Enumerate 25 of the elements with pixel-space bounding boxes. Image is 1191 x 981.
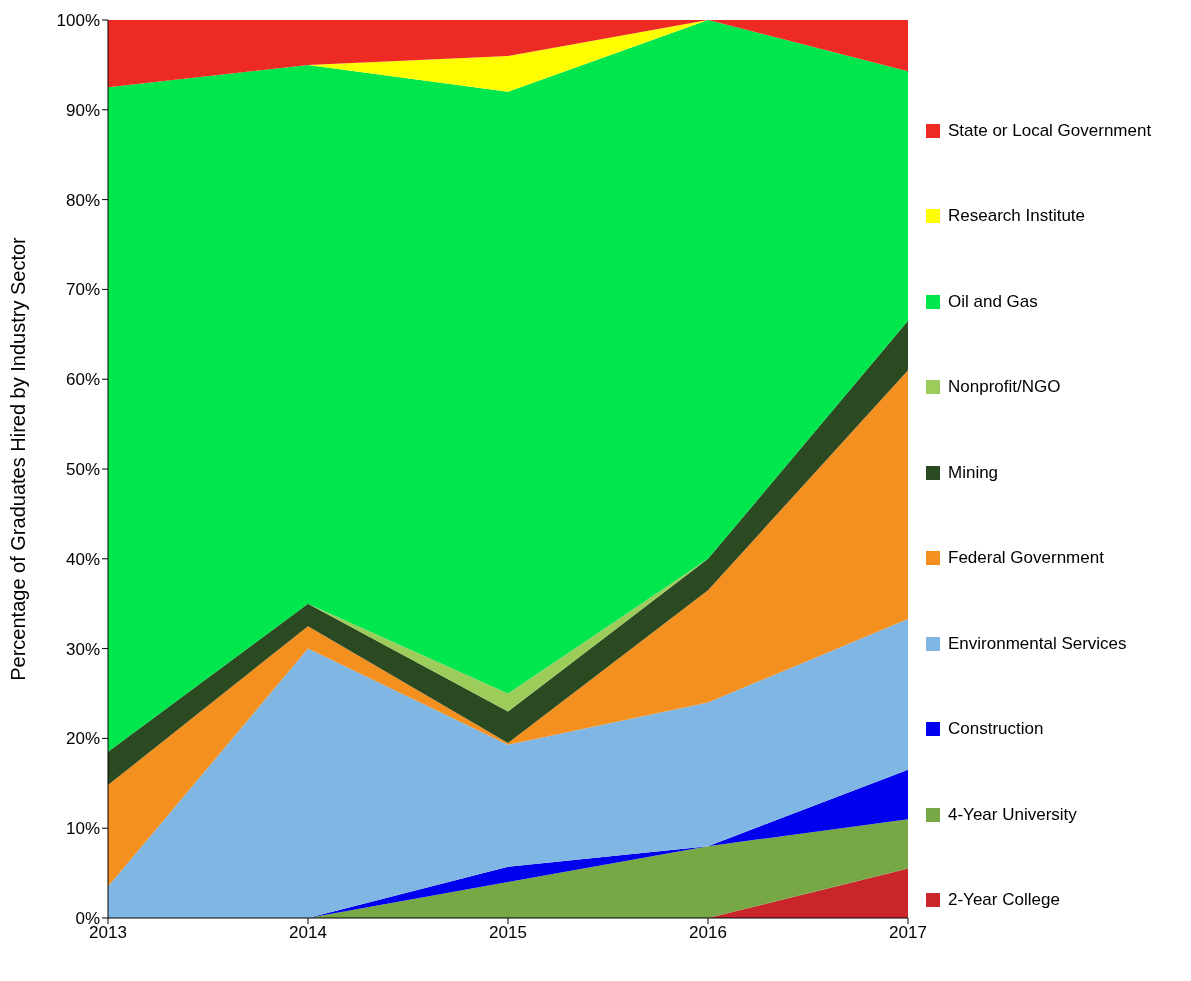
y-tick-label: 100% bbox=[56, 11, 100, 31]
legend-label: State or Local Government bbox=[948, 120, 1152, 141]
legend-label: Research Institute bbox=[948, 206, 1086, 227]
y-tick-label: 10% bbox=[65, 819, 100, 839]
x-tick-label: 2015 bbox=[489, 923, 527, 943]
y-tick-label: 20% bbox=[65, 729, 100, 749]
x-tick-label: 2016 bbox=[689, 923, 727, 943]
x-tick-label: 2017 bbox=[889, 923, 927, 943]
legend-label: Environmental Services bbox=[948, 633, 1127, 654]
y-tick-label: 40% bbox=[65, 549, 100, 569]
y-axis-title: Percentage of Graduates Hired by Industry Sector bbox=[7, 236, 30, 681]
y-tick-label: 30% bbox=[65, 639, 100, 659]
legend-label: 4-Year University bbox=[948, 804, 1077, 825]
x-tick-label: 2014 bbox=[289, 923, 327, 943]
legend-label: Construction bbox=[948, 719, 1044, 740]
y-tick-label: 80% bbox=[65, 190, 100, 210]
y-tick-label: 60% bbox=[65, 370, 100, 390]
y-tick-label: 70% bbox=[65, 280, 100, 300]
legend-label: Nonprofit/NGO bbox=[948, 377, 1061, 398]
y-tick-label: 50% bbox=[65, 460, 100, 480]
legend-label: 2-Year College bbox=[948, 890, 1060, 911]
legend-label: Federal Government bbox=[948, 548, 1104, 569]
legend-label: Mining bbox=[948, 462, 999, 483]
legend-label: Oil and Gas bbox=[948, 291, 1038, 312]
y-tick-label: 90% bbox=[65, 100, 100, 120]
